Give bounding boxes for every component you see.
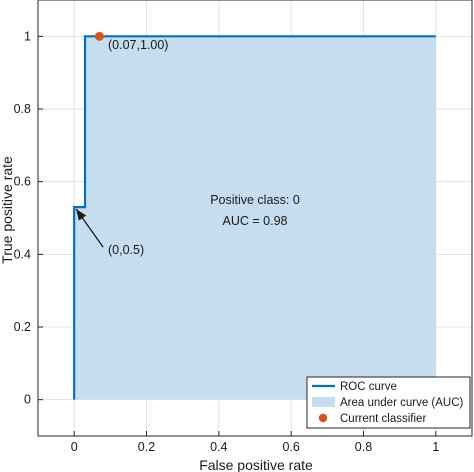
- y-axis-label: True positive rate: [0, 156, 15, 264]
- y-tick-label: 0: [24, 393, 31, 407]
- axes: [37, 0, 473, 437]
- y-tick-label: 0.6: [14, 175, 31, 189]
- x-tick-label: 0.2: [138, 440, 155, 454]
- roc-curve: [73, 35, 436, 400]
- legend: ROC curve Area under curve (AUC) Current…: [306, 376, 471, 429]
- x-axis-label: False positive rate: [199, 457, 313, 472]
- x-tick-label: 0.4: [210, 440, 227, 454]
- auc-area-fill: [74, 36, 436, 400]
- y-tick-labels: 0 0.2 0.4 0.6 0.8 1: [14, 29, 31, 406]
- y-tick-label: 1: [24, 29, 31, 43]
- x-tick-label: 0.8: [355, 440, 372, 454]
- roc-curve-layer: [73, 35, 436, 400]
- y-tick-label: 0.8: [14, 102, 31, 116]
- legend-classifier-swatch: [318, 413, 328, 423]
- x-tick-label: 0: [71, 440, 78, 454]
- arrow-head: [76, 209, 87, 221]
- y-tick-label: 0.4: [14, 247, 31, 261]
- current-point-label: (0.07,1.00): [108, 38, 168, 52]
- y-tick-label: 0.2: [14, 320, 31, 334]
- plot-border: [37, 0, 473, 437]
- legend-roc-label: ROC curve: [340, 381, 397, 393]
- x-tick-label: 0.6: [282, 440, 299, 454]
- legend-classifier-label: Current classifier: [340, 413, 426, 425]
- auc-area: [74, 36, 436, 400]
- positive-class-text: Positive class: 0: [210, 193, 300, 207]
- current-classifier-layer: [94, 31, 104, 41]
- legend-auc-label: Area under curve (AUC): [340, 397, 464, 409]
- current-classifier-point: [94, 31, 104, 41]
- legend-auc-swatch: [312, 397, 335, 407]
- annotation-arrow: [75, 208, 104, 248]
- auc-value-text: AUC = 0.98: [223, 214, 288, 228]
- x-tick-label: 1: [432, 440, 439, 454]
- x-tick-labels: 0 0.2 0.4 0.6 0.8 1: [71, 440, 440, 454]
- arrow-annotation-label: (0,0.5): [108, 243, 144, 257]
